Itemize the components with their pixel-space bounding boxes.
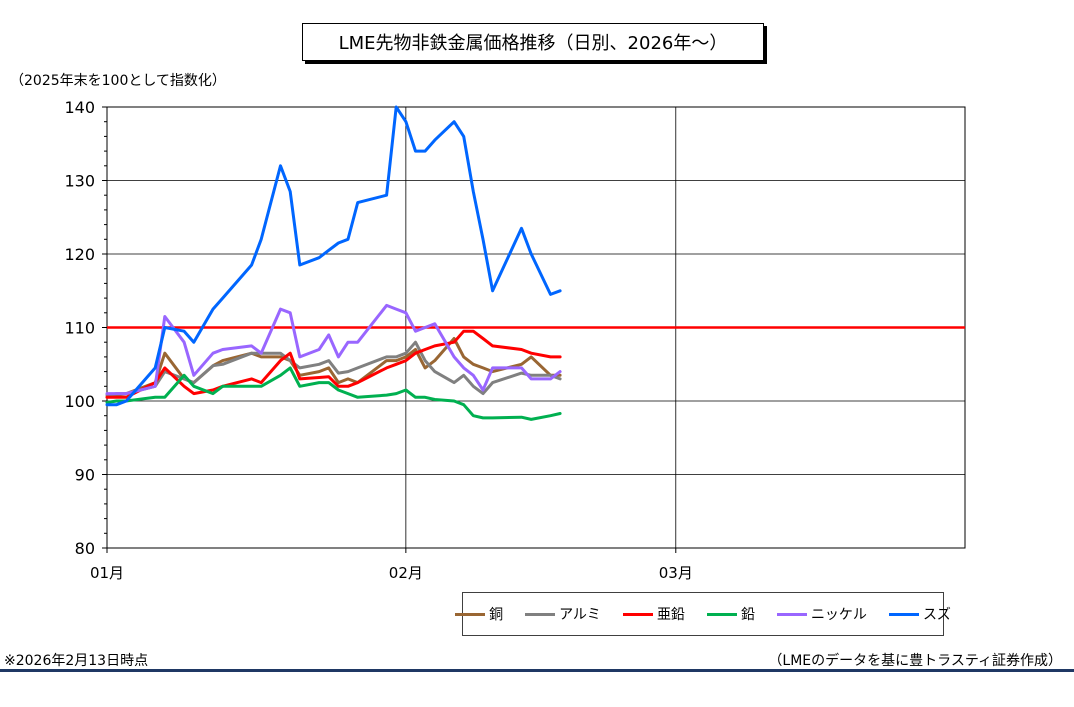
y-tick-label: 80 (75, 539, 95, 558)
chart-title: LME先物非鉄金属価格推移（日別、2026年～） (302, 23, 764, 61)
chart-legend: 銅 アルミ 亜鉛 鉛 ニッケル スズ (455, 592, 951, 636)
source-note: （LMEのデータを基に豊トラスティ証券作成） (768, 653, 1062, 669)
legend-swatch (888, 612, 919, 616)
legend-item: スズ (888, 604, 951, 624)
footer-divider (0, 669, 1074, 672)
series-line-4 (105, 366, 562, 421)
x-tick-label: 02月 (389, 564, 423, 582)
y-tick-label: 90 (75, 466, 95, 485)
legend-item: 亜鉛 (622, 604, 685, 624)
x-tick-label: 01月 (90, 564, 124, 582)
series-line-3 (105, 329, 562, 399)
legend-item: ニッケル (776, 604, 867, 624)
legend-swatch (622, 612, 653, 616)
y-tick-label: 100 (64, 392, 95, 411)
y-tick-label: 130 (64, 172, 95, 191)
legend-swatch (455, 612, 486, 616)
legend-label: 鉛 (740, 607, 755, 623)
date-footnote: ※2026年2月13日時点 (4, 653, 149, 669)
y-tick-label: 120 (64, 245, 95, 264)
legend-item: アルミ (525, 604, 601, 624)
legend-label: アルミ (559, 607, 601, 623)
y-tick-label: 110 (64, 319, 95, 338)
legend-item: 鉛 (706, 604, 755, 624)
y-tick-label: 140 (64, 98, 95, 117)
legend-swatch (776, 612, 807, 616)
y-axis-label: （2025年末を100として指数化） (10, 73, 226, 89)
legend-label: スズ (922, 607, 951, 623)
series-line-5 (105, 303, 562, 396)
legend-item: 銅 (455, 604, 503, 624)
series-line-6 (105, 105, 562, 407)
legend-label: 亜鉛 (656, 607, 685, 623)
x-tick-label: 03月 (659, 564, 693, 582)
legend-swatch (525, 612, 556, 616)
legend-label: ニッケル (810, 607, 867, 623)
legend-swatch (706, 612, 737, 616)
legend-label: 銅 (489, 607, 504, 623)
